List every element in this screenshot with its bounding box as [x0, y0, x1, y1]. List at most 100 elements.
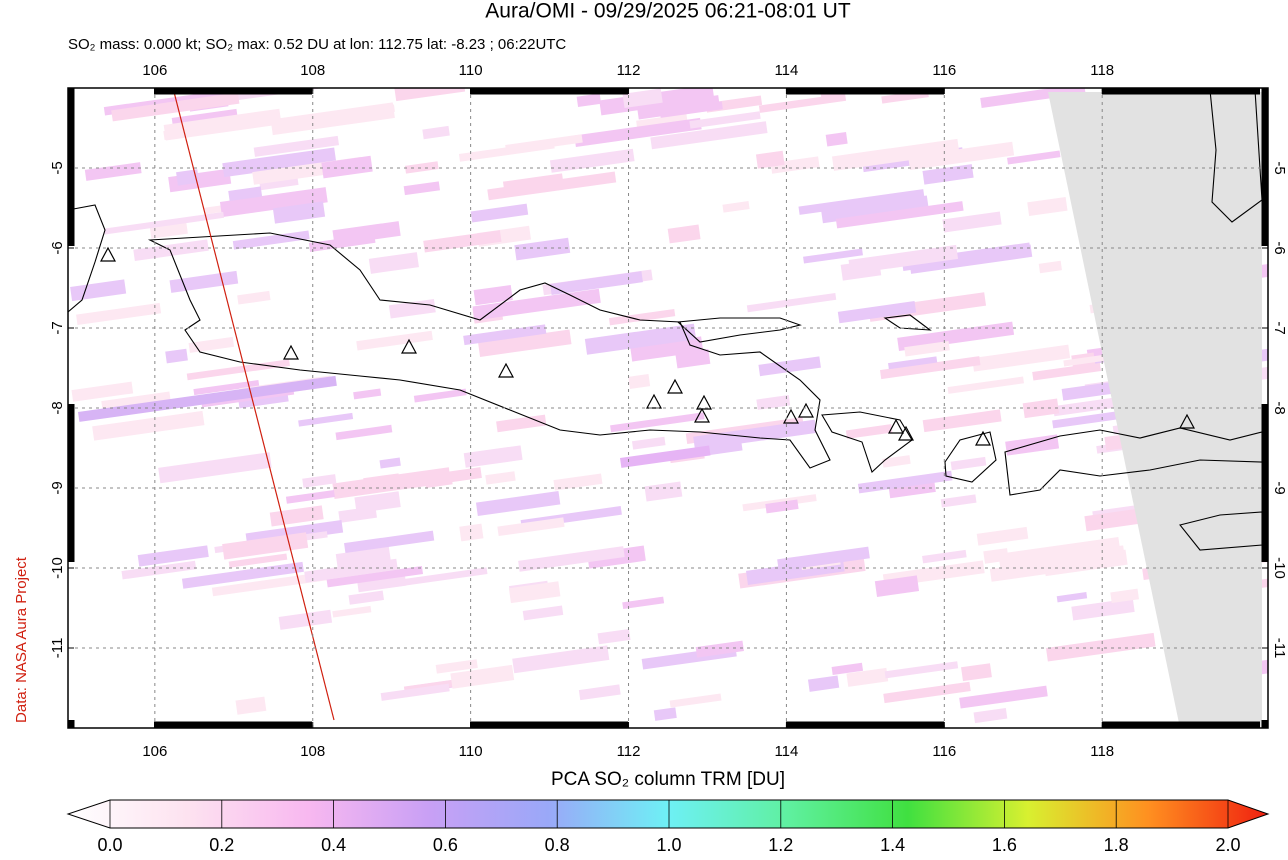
so2-pixel — [450, 664, 515, 689]
so2-pixel — [1052, 409, 1130, 429]
so2-pixel — [722, 201, 750, 213]
so2-pixel — [959, 685, 1048, 709]
x-tick-label: 110 — [459, 743, 483, 760]
grid — [68, 88, 1268, 728]
x-tick-label: 112 — [617, 743, 641, 760]
so2-pixel — [111, 92, 240, 122]
map-area — [68, 88, 1268, 728]
so2-pixel — [133, 239, 209, 261]
y-tick-label: -6 — [49, 241, 66, 254]
so2-pixel — [758, 93, 847, 113]
so2-pixel — [186, 359, 290, 381]
x-tick-label: 114 — [774, 743, 798, 760]
so2-pixel — [278, 104, 395, 128]
so2-pixel — [904, 340, 950, 357]
so2-pixel — [176, 169, 200, 186]
so2-pixel — [798, 189, 925, 215]
bali — [821, 411, 913, 473]
so2-pixel — [518, 546, 625, 572]
so2-pixel — [983, 548, 1009, 564]
so2-pixel — [770, 156, 820, 174]
so2-pixel — [302, 474, 337, 488]
so2-pixel — [976, 526, 1029, 546]
volcano — [497, 362, 515, 378]
so2-pixel — [71, 381, 134, 402]
so2-pixel — [380, 683, 450, 701]
colorbar-tick-label: 1.6 — [992, 835, 1017, 855]
so2-pixel — [653, 707, 677, 721]
so2-pixel — [321, 155, 373, 179]
so2-pixel — [1071, 598, 1135, 621]
so2-pixel — [576, 93, 602, 108]
so2-pixel — [807, 675, 840, 692]
so2-pixel — [631, 436, 666, 450]
so2-pixel — [379, 457, 401, 469]
so2-pixel — [232, 230, 310, 250]
so2-pixel — [485, 471, 516, 485]
so2-pixel — [622, 596, 665, 610]
so2-pixel — [756, 395, 791, 410]
volcano — [666, 378, 684, 394]
x-tick-label: 112 — [617, 62, 641, 79]
so2-pixel — [422, 125, 450, 140]
colorbar-tick-label: 1.8 — [1104, 835, 1129, 855]
so2-pixel — [92, 410, 205, 441]
so2-pixel — [403, 181, 441, 196]
subtitle: SO₂ mass: 0.000 kt; SO₂ max: 0.52 DU at … — [68, 36, 566, 53]
colorbar — [66, 799, 1270, 829]
y-tick-label: -7 — [49, 321, 66, 334]
y-tick-label: -8 — [1271, 401, 1288, 414]
so2-pixel — [669, 693, 722, 708]
so2-pixel — [821, 195, 929, 224]
so2-pixel — [980, 88, 1086, 109]
so2-pixel — [610, 412, 705, 433]
volcano — [693, 407, 711, 423]
so2-pixel — [158, 452, 272, 484]
so2-pixel — [335, 424, 393, 441]
so2-pixel — [121, 560, 197, 580]
y-tick-label: -9 — [49, 481, 66, 494]
so2-pixel — [70, 279, 127, 302]
so2-pixel — [972, 344, 1071, 372]
so2-pixel — [165, 348, 188, 364]
so2-pixel — [163, 108, 282, 141]
so2-pixel — [998, 536, 1121, 570]
so2-pixel — [1110, 588, 1139, 604]
title: Aura/OMI - 09/29/2025 06:21-08:01 UT — [485, 0, 851, 23]
so2-pixel — [803, 248, 863, 264]
x-tick-label: 118 — [1090, 62, 1114, 79]
so2-pixel — [622, 88, 663, 109]
x-tick-label: 106 — [142, 62, 167, 79]
so2-pixel — [363, 473, 400, 485]
so2-pixel — [401, 467, 482, 490]
so2-pixel — [353, 388, 382, 400]
so2-pixel — [574, 117, 702, 147]
so2-pixel — [463, 324, 547, 346]
so2-pixel — [693, 419, 817, 450]
so2-pixel — [755, 150, 785, 169]
so2-pixel — [908, 141, 1015, 171]
so2-pixel — [1038, 260, 1062, 274]
so2-pixel — [228, 553, 288, 568]
so2-pixel — [211, 571, 331, 597]
so2-pixel — [304, 558, 398, 583]
y-tick-label: -7 — [1271, 321, 1288, 334]
so2-pixel — [168, 168, 232, 193]
volcanoes — [99, 246, 1196, 446]
volcano — [282, 344, 300, 360]
so2-pixel — [104, 211, 225, 235]
so2-pixel — [961, 663, 992, 682]
so2-pixel — [497, 517, 565, 537]
so2-pixel — [846, 667, 889, 687]
so2-pixel — [404, 161, 439, 174]
so2-pixel — [950, 456, 987, 471]
x-tick-label: 108 — [300, 62, 325, 79]
y-tick-label: -10 — [1271, 557, 1288, 579]
so2-pixel — [308, 233, 376, 252]
so2-pixel — [922, 409, 1002, 433]
so2-pixel — [831, 662, 864, 676]
volcano — [797, 402, 815, 418]
so2-pixel — [619, 445, 711, 468]
y-tick-label: -11 — [1271, 638, 1288, 659]
so2-pixel — [758, 356, 821, 377]
